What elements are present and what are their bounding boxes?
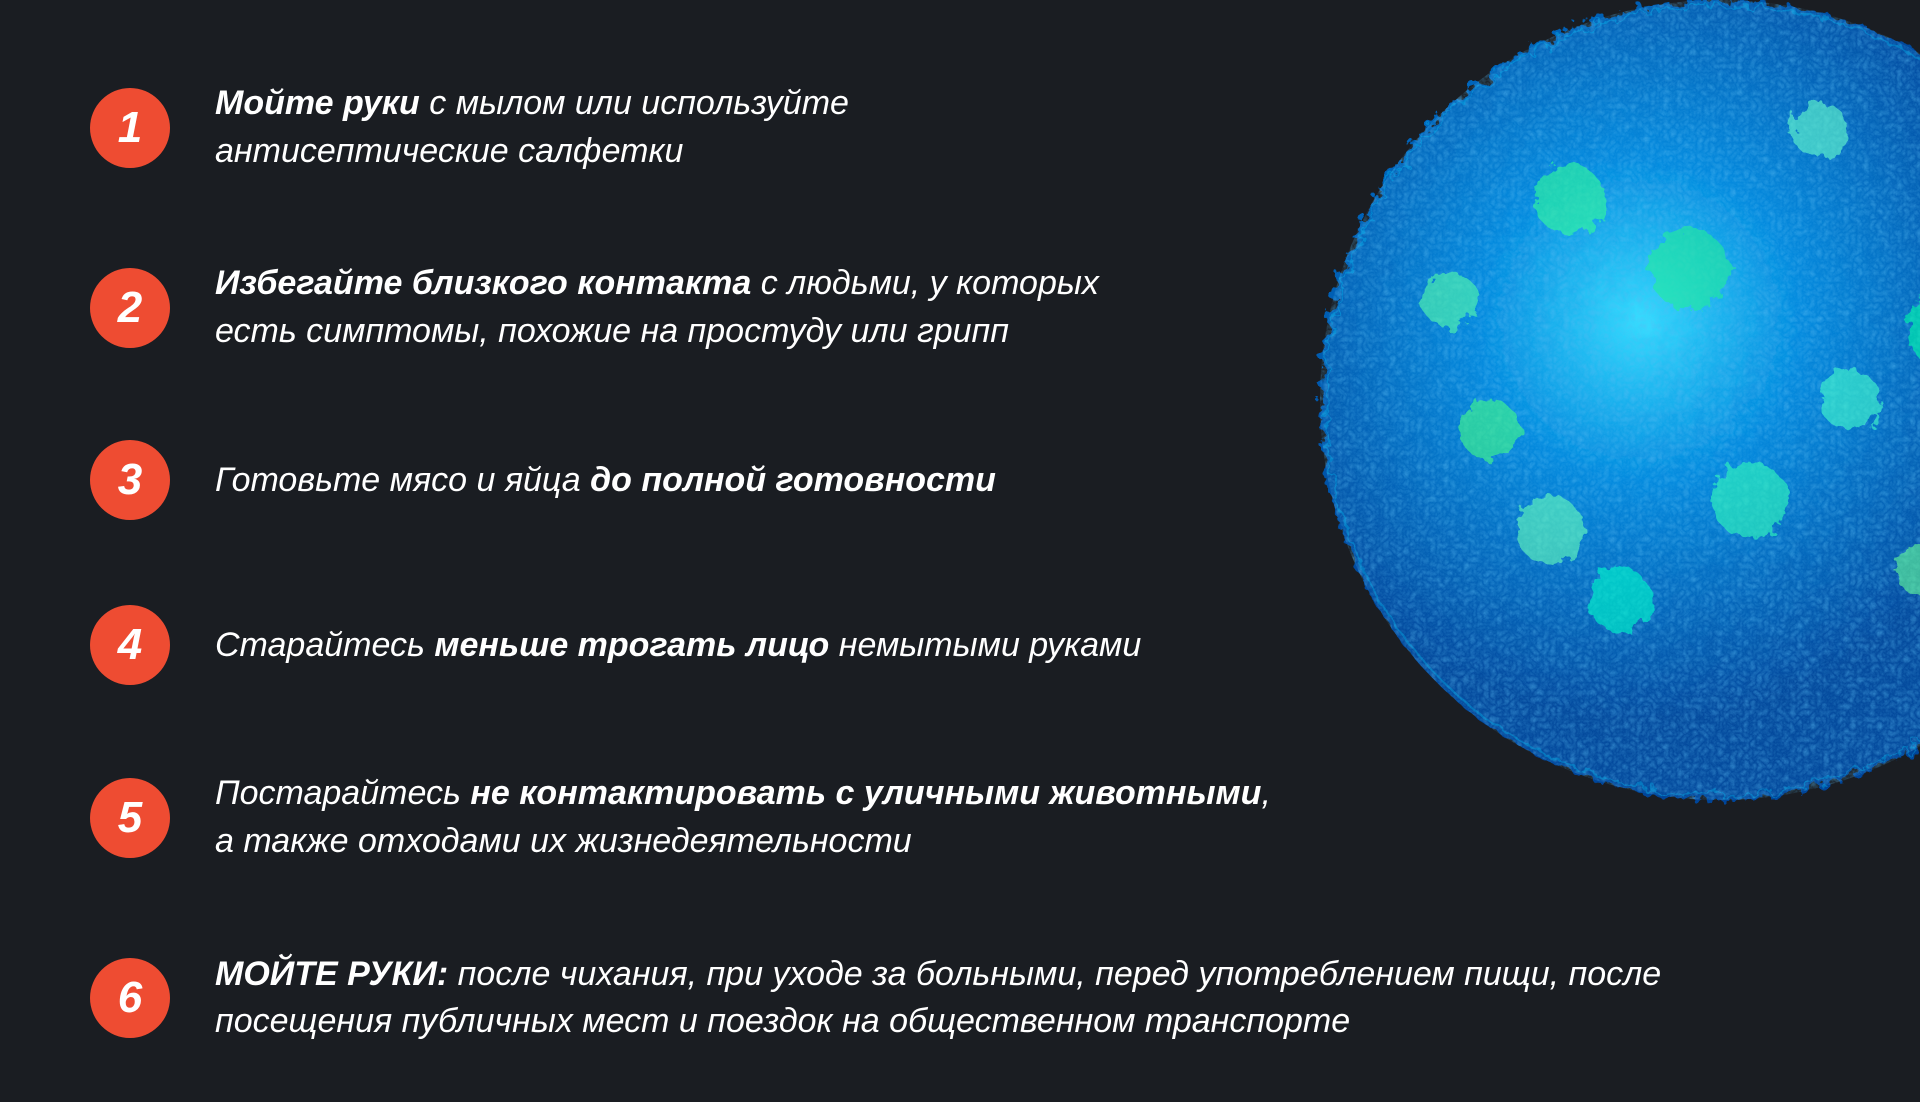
text-part: до полной готовности xyxy=(590,461,996,499)
list-item-1: 1 Мойте руки с мылом или используйте анти… xyxy=(90,80,1830,175)
item-text: Постарайтесь не контактировать с уличным… xyxy=(215,770,1295,865)
list-item-6: 6 МОЙТЕ РУКИ: после чихания, при уходе за… xyxy=(90,951,1830,1046)
number-badge: 1 xyxy=(90,88,170,168)
list-item-2: 2 Избегайте близкого контакта с людьми, у… xyxy=(90,260,1830,355)
text-part: Готовьте мясо и яйца xyxy=(215,461,590,499)
number-badge: 4 xyxy=(90,605,170,685)
item-text: Мойте руки с мылом или используйте антис… xyxy=(215,80,1115,175)
text-part: Постарайтесь xyxy=(215,774,470,812)
list-item-5: 5 Постарайтесь не контактировать с уличны… xyxy=(90,770,1830,865)
text-part: МОЙТЕ РУКИ: xyxy=(215,955,448,993)
text-part: Старайтесь xyxy=(215,626,434,664)
number-badge: 2 xyxy=(90,268,170,348)
number-badge: 5 xyxy=(90,778,170,858)
number-badge: 3 xyxy=(90,440,170,520)
list-item-4: 4 Старайтесь меньше трогать лицо немытыми… xyxy=(90,605,1830,685)
item-text: Готовьте мясо и яйца до полной готовност… xyxy=(215,457,996,505)
text-part: меньше трогать лицо xyxy=(434,626,829,664)
item-text: МОЙТЕ РУКИ: после чихания, при уходе за … xyxy=(215,951,1830,1046)
tips-list: 1 Мойте руки с мылом или используйте анти… xyxy=(90,80,1830,1046)
list-item-3: 3 Готовьте мясо и яйца до полной готовнос… xyxy=(90,440,1830,520)
text-part: Избегайте близкого контакта xyxy=(215,264,751,302)
item-text: Старайтесь меньше трогать лицо немытыми … xyxy=(215,622,1141,670)
text-part: Мойте руки xyxy=(215,84,420,122)
text-part: немытыми руками xyxy=(829,626,1141,664)
number-badge: 6 xyxy=(90,958,170,1038)
item-text: Избегайте близкого контакта с людьми, у … xyxy=(215,260,1185,355)
text-part: не контактировать с уличными животными xyxy=(470,774,1261,812)
